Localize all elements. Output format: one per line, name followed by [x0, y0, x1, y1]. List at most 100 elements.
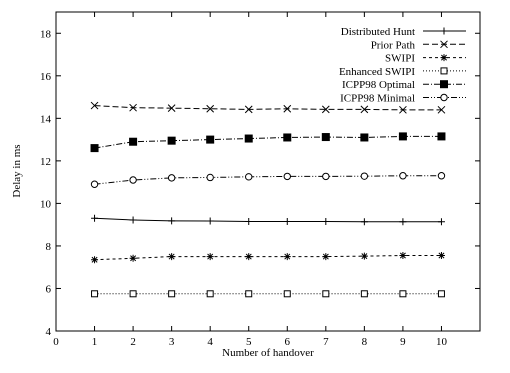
x-tick-label: 3 — [169, 336, 175, 348]
data-point — [321, 133, 330, 142]
data-point — [91, 290, 99, 298]
data-point — [167, 174, 176, 182]
series-line — [94, 217, 442, 223]
data-point — [437, 290, 445, 298]
data-point — [360, 290, 368, 298]
legend-entry: ICPP98 Minimal — [340, 93, 466, 105]
data-point — [206, 173, 214, 182]
data-point — [399, 172, 407, 180]
x-tick-label: 8 — [362, 336, 368, 348]
x-tick-label: 1 — [92, 336, 98, 348]
data-point — [168, 253, 176, 261]
y-tick-label: 6 — [46, 283, 52, 295]
data-point — [360, 172, 369, 180]
data-point — [283, 290, 291, 298]
data-point — [322, 253, 330, 261]
data-point — [398, 132, 407, 141]
x-axis-label: Number of handover — [222, 347, 314, 359]
data-point — [91, 214, 99, 222]
data-point — [437, 252, 445, 260]
data-point — [245, 253, 253, 261]
data-point — [440, 67, 448, 75]
legend-entry: Prior Path — [371, 39, 466, 51]
data-point — [206, 135, 215, 144]
data-point — [322, 172, 330, 181]
legend-entry: SWIPI — [385, 53, 466, 65]
y-tick-label: 4 — [46, 326, 52, 338]
data-point — [360, 133, 369, 142]
data-point — [283, 217, 291, 225]
data-point — [90, 101, 99, 110]
data-point — [360, 218, 368, 226]
legend-entry: Distributed Hunt — [341, 26, 466, 38]
data-point — [90, 144, 99, 153]
y-tick-label: 12 — [40, 156, 51, 168]
data-point — [129, 254, 137, 262]
y-axis-label: Delay in ms — [11, 144, 23, 197]
data-point — [168, 290, 176, 298]
y-tick-label: 18 — [40, 28, 52, 40]
data-point — [322, 217, 330, 225]
data-point — [437, 172, 446, 180]
data-point — [437, 218, 445, 226]
legend-label: Distributed Hunt — [341, 26, 415, 38]
data-point — [283, 172, 291, 181]
x-tick-label: 0 — [53, 336, 59, 348]
data-point — [399, 105, 407, 114]
series-6 — [90, 172, 446, 188]
data-point — [321, 105, 330, 114]
data-point — [168, 217, 176, 225]
series-1 — [91, 214, 445, 226]
data-point — [91, 256, 99, 264]
series-line — [94, 135, 442, 149]
x-tick-label: 10 — [436, 336, 448, 348]
series-4 — [91, 290, 445, 298]
x-tick-label: 6 — [285, 336, 291, 348]
data-point — [245, 173, 253, 181]
data-point — [206, 104, 215, 113]
series-line — [94, 255, 442, 261]
data-point — [129, 137, 138, 146]
data-point — [206, 217, 214, 225]
x-tick-label: 4 — [207, 336, 213, 348]
data-point — [245, 290, 253, 298]
data-point — [129, 103, 137, 112]
data-point — [437, 105, 446, 114]
data-point — [90, 180, 99, 188]
data-point — [322, 290, 330, 298]
legend-label: ICPP98 Minimal — [340, 93, 415, 105]
y-tick-label: 8 — [46, 241, 52, 253]
data-point — [129, 290, 137, 298]
data-point — [283, 133, 292, 142]
data-point — [244, 134, 253, 143]
series-3 — [91, 252, 445, 264]
x-tick-label: 7 — [323, 336, 329, 348]
data-point — [206, 290, 214, 298]
legend-entry: Enhanced SWIPI — [339, 66, 466, 78]
legend-label: ICPP98 Optimal — [342, 79, 415, 91]
data-point — [399, 252, 407, 260]
legend-label: Enhanced SWIPI — [339, 66, 415, 78]
data-point — [399, 290, 407, 298]
series-line — [94, 105, 442, 111]
data-point — [440, 80, 448, 89]
plot-frame — [55, 11, 481, 332]
data-point — [360, 252, 368, 260]
data-point — [283, 104, 292, 113]
series-5 — [90, 132, 446, 153]
data-point — [167, 104, 176, 112]
data-point — [244, 105, 253, 114]
y-tick-label: 14 — [40, 113, 52, 125]
y-tick-label: 10 — [40, 198, 52, 210]
x-tick-label: 5 — [246, 336, 252, 348]
series-2 — [90, 101, 446, 114]
data-point — [437, 132, 446, 141]
data-point — [129, 176, 137, 184]
y-tick-label: 16 — [40, 71, 52, 83]
legend-label: SWIPI — [385, 53, 415, 65]
data-point — [399, 218, 407, 226]
series-group — [90, 101, 446, 298]
